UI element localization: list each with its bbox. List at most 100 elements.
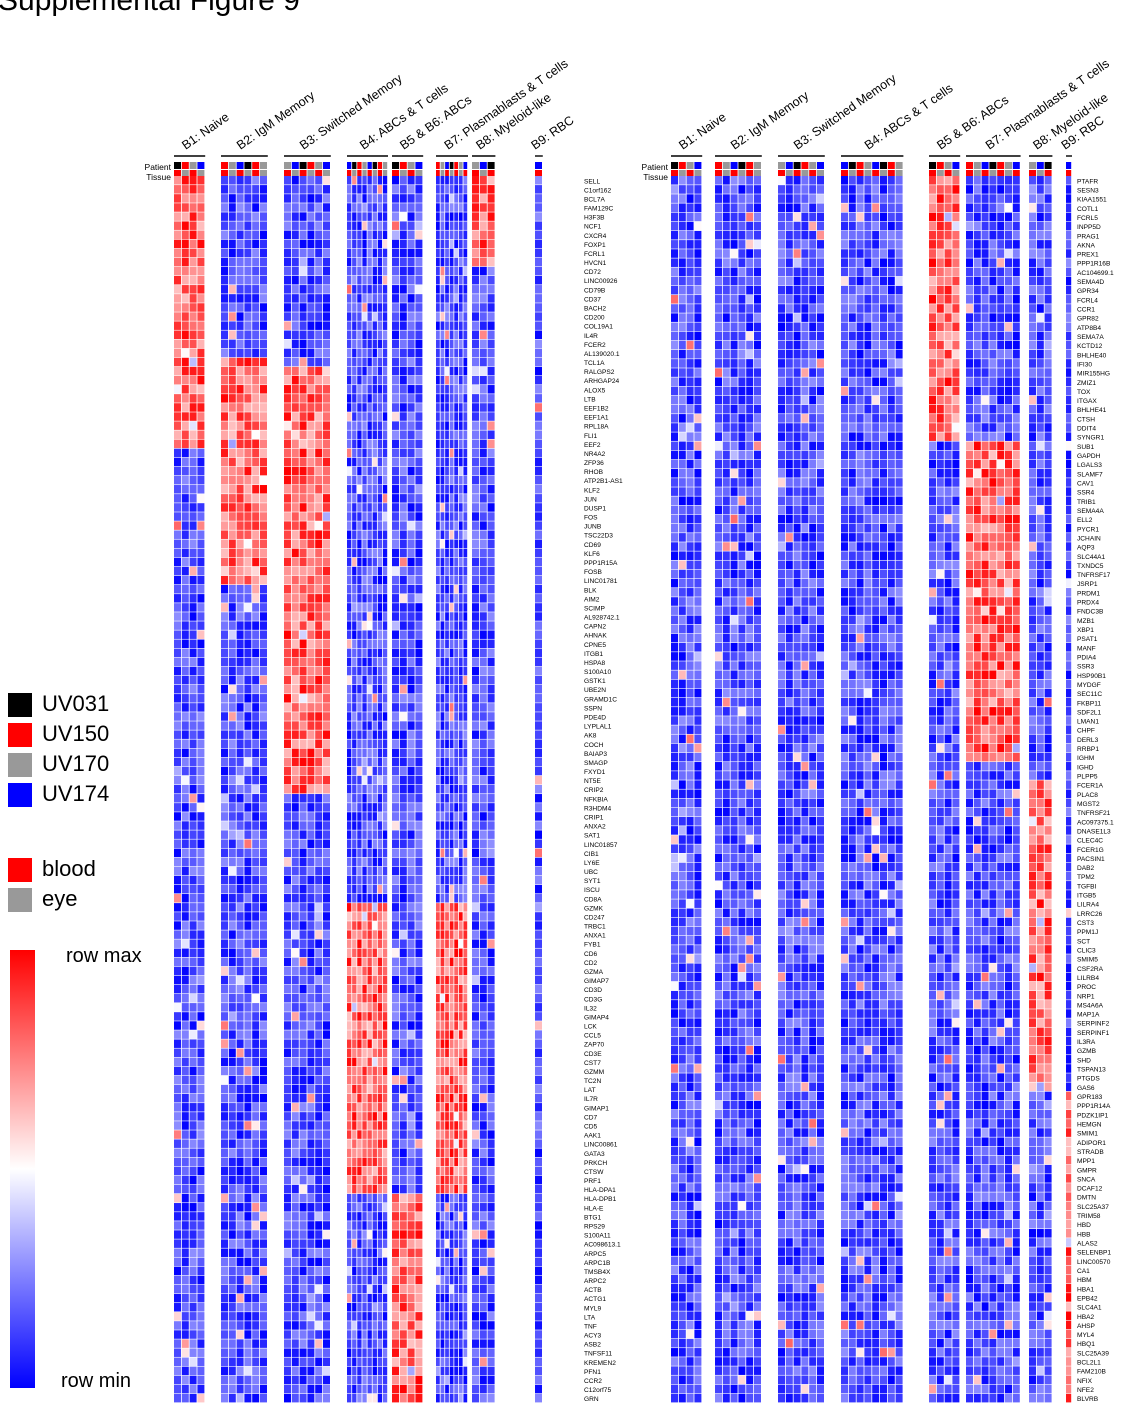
heatmap-cell <box>357 185 361 193</box>
heatmap-cell <box>436 376 440 384</box>
heatmap-cell <box>392 985 399 993</box>
heatmap-cell <box>284 1376 291 1384</box>
heatmap-cell <box>400 658 407 666</box>
heatmap-cell <box>229 740 236 748</box>
heatmap-cell <box>284 521 291 529</box>
heatmap-cell <box>229 503 236 511</box>
heatmap-cell <box>229 376 236 384</box>
heatmap-cell <box>197 585 204 593</box>
heatmap-cell <box>307 458 314 466</box>
heatmap-cell <box>454 1167 458 1175</box>
patient-cell <box>190 162 197 169</box>
heatmap-cell <box>357 758 361 766</box>
heatmap-cell <box>408 903 415 911</box>
heatmap-cell <box>357 458 361 466</box>
heatmap-cell <box>441 594 445 602</box>
heatmap-cell <box>252 1276 259 1284</box>
heatmap-cell <box>237 1394 244 1402</box>
heatmap-cell <box>463 976 467 984</box>
heatmap-cell <box>459 1094 463 1102</box>
gene-label: NCF1 <box>584 224 602 231</box>
heatmap-cell <box>357 1339 361 1347</box>
heatmap-cell <box>221 858 228 866</box>
heatmap-cell <box>352 939 356 947</box>
heatmap-cell <box>357 1312 361 1320</box>
heatmap-cell <box>260 249 267 257</box>
heatmap-cell <box>197 1030 204 1038</box>
heatmap-cell <box>441 1385 445 1393</box>
heatmap-cell <box>300 1258 307 1266</box>
heatmap-cell <box>300 1039 307 1047</box>
heatmap-cell <box>244 349 251 357</box>
heatmap-cell <box>174 1130 181 1138</box>
heatmap-cell <box>182 1112 189 1120</box>
heatmap-cell <box>459 385 463 393</box>
heatmap-cell <box>373 503 377 511</box>
heatmap-cell <box>174 1039 181 1047</box>
heatmap-cell <box>400 331 407 339</box>
heatmap-cell <box>400 1294 407 1302</box>
heatmap-cell <box>445 194 449 202</box>
heatmap-cell <box>450 1030 454 1038</box>
heatmap-cell <box>463 1121 467 1129</box>
gene-label: ARPC1B <box>584 1260 611 1267</box>
heatmap-cell <box>373 721 377 729</box>
heatmap-cell <box>368 549 372 557</box>
heatmap-cell <box>229 212 236 220</box>
heatmap-cell <box>373 730 377 738</box>
heatmap-cell <box>445 503 449 511</box>
heatmap-cell <box>436 1385 440 1393</box>
heatmap-cell <box>436 231 440 239</box>
heatmap-cell <box>400 603 407 611</box>
heatmap-cell <box>307 1167 314 1175</box>
heatmap-cell <box>400 830 407 838</box>
heatmap-cell <box>436 876 440 884</box>
heatmap-cell <box>182 785 189 793</box>
heatmap-cell <box>441 1348 445 1356</box>
heatmap-cell <box>182 1067 189 1075</box>
heatmap-cell <box>347 540 351 548</box>
heatmap-cell <box>221 1121 228 1129</box>
heatmap-cell <box>436 285 440 293</box>
heatmap-cell <box>459 730 463 738</box>
heatmap-cell <box>174 712 181 720</box>
heatmap-cell <box>182 1385 189 1393</box>
heatmap-cell <box>315 1294 322 1302</box>
heatmap-cell <box>400 903 407 911</box>
heatmap-cell <box>357 576 361 584</box>
heatmap-cell <box>378 476 382 484</box>
heatmap-cell <box>392 1076 399 1084</box>
heatmap-cell <box>463 858 467 866</box>
heatmap-cell <box>237 212 244 220</box>
heatmap-cell <box>352 1158 356 1166</box>
heatmap-cell <box>400 430 407 438</box>
heatmap-cell <box>347 667 351 675</box>
heatmap-cell <box>392 758 399 766</box>
heatmap-cell <box>182 458 189 466</box>
heatmap-cell <box>244 749 251 757</box>
heatmap-cell <box>284 412 291 420</box>
heatmap-cell <box>383 240 387 248</box>
heatmap-cell <box>362 1021 366 1029</box>
heatmap-cell <box>454 467 458 475</box>
heatmap-cell <box>383 694 387 702</box>
heatmap-cell <box>454 1030 458 1038</box>
tissue-cell <box>237 170 244 176</box>
heatmap-cell <box>362 930 366 938</box>
gene-label: GZMA <box>584 969 604 976</box>
heatmap-cell <box>383 821 387 829</box>
heatmap-cell <box>463 785 467 793</box>
heatmap-cell <box>373 885 377 893</box>
patient-cell <box>383 162 387 169</box>
heatmap-cell <box>315 1339 322 1347</box>
tissue-cell <box>323 170 330 176</box>
heatmap-cell <box>237 1194 244 1202</box>
heatmap-cell <box>383 812 387 820</box>
heatmap-cell <box>221 1303 228 1311</box>
heatmap-cell <box>229 1339 236 1347</box>
heatmap-cell <box>221 321 228 329</box>
heatmap-cell <box>436 321 440 329</box>
heatmap-cell <box>415 885 422 893</box>
heatmap-cell <box>292 549 299 557</box>
heatmap-cell <box>445 794 449 802</box>
